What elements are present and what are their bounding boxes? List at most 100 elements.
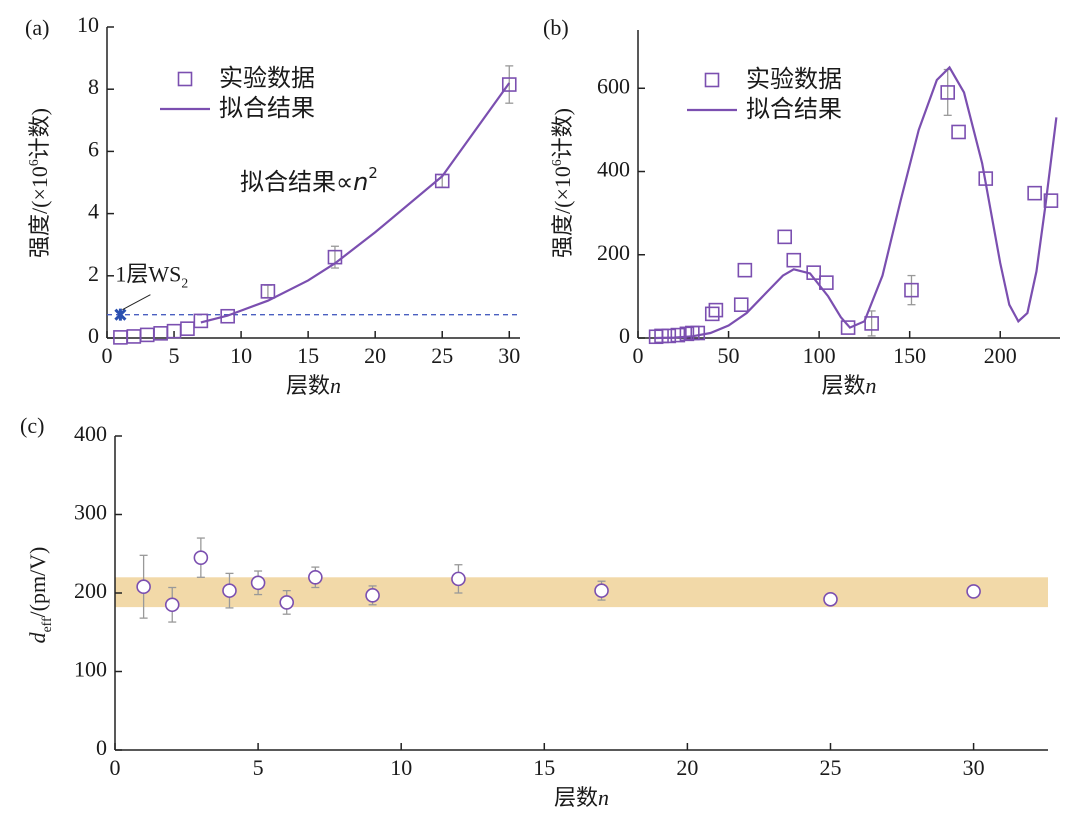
x-tick-label: 10 xyxy=(390,755,412,780)
data-point xyxy=(1043,193,1059,208)
y-axis-label-part: eff xyxy=(39,617,54,632)
x-tick-label: 0 xyxy=(102,343,113,368)
y-tick-label: 0 xyxy=(96,735,107,760)
data-point xyxy=(777,229,793,245)
x-tick-label: 150 xyxy=(893,343,926,368)
x-tick-label: 50 xyxy=(718,343,740,368)
y-tick-label: 0 xyxy=(619,323,630,348)
y-tick-label: 400 xyxy=(597,157,630,182)
fit-line xyxy=(656,65,1058,340)
x-tick-label: 20 xyxy=(364,343,386,368)
data-point xyxy=(136,579,151,595)
data-point xyxy=(708,302,724,318)
fit-label: 拟合结果∝n2 xyxy=(240,164,378,196)
y-axis-label-part: 6 xyxy=(26,159,41,166)
x-axis-label: 层数n xyxy=(821,373,876,398)
data-point xyxy=(670,327,686,343)
y-axis-label-part: 计数) xyxy=(27,108,52,159)
x-axis-label-part: n xyxy=(598,785,609,810)
y-axis-label-part: 计数) xyxy=(550,108,575,159)
x-tick-label: 25 xyxy=(431,343,453,368)
legend-marker xyxy=(704,72,720,88)
legend-label: 实验数据 xyxy=(746,65,842,93)
data-point xyxy=(594,583,609,598)
x-axis-label: 层数n xyxy=(554,785,609,810)
x-tick-label: 100 xyxy=(803,343,836,368)
data-point xyxy=(451,571,466,587)
annotation-marker xyxy=(114,308,127,321)
data-point xyxy=(193,550,209,565)
data-point xyxy=(864,316,879,331)
data-point xyxy=(260,284,276,299)
y-axis-label-part: 强度/(×10 xyxy=(550,166,575,258)
band xyxy=(115,577,1048,608)
x-tick-label: 25 xyxy=(819,755,841,780)
x-tick-label: 10 xyxy=(230,343,252,368)
data-point xyxy=(679,326,695,342)
x-tick-label: 30 xyxy=(963,755,985,780)
fit-label-part: n xyxy=(353,168,368,196)
y-tick-label: 600 xyxy=(597,73,630,98)
y-tick-label: 2 xyxy=(88,261,99,286)
x-tick-label: 15 xyxy=(533,755,555,780)
data-point xyxy=(126,329,142,344)
y-axis-label-part: 6 xyxy=(549,159,564,166)
y-axis-label-part: /(pm/V) xyxy=(25,547,50,618)
x-tick-label: 5 xyxy=(169,343,180,368)
data-point xyxy=(501,77,517,92)
x-tick-label: 0 xyxy=(633,343,644,368)
x-tick-label: 5 xyxy=(253,755,264,780)
data-point xyxy=(222,583,237,598)
legend-label: 实验数据 xyxy=(219,64,315,92)
x-axis-label-part: n xyxy=(866,373,877,398)
data-point xyxy=(250,575,266,591)
fit-line xyxy=(200,82,511,324)
y-tick-label: 0 xyxy=(88,323,99,348)
fit-label-part: 拟合结果∝ xyxy=(240,168,353,196)
y-tick-label: 6 xyxy=(88,136,99,161)
data-point xyxy=(661,328,677,344)
data-point xyxy=(648,329,664,345)
data-point xyxy=(786,252,802,268)
x-axis-label-part: n xyxy=(330,373,341,398)
x-tick-label: 15 xyxy=(297,343,319,368)
legend-label: 拟合结果 xyxy=(219,94,315,122)
data-point xyxy=(737,262,753,278)
annotation-text-part: 2 xyxy=(181,275,188,290)
panel-label: (c) xyxy=(20,413,44,438)
x-axis-label-part: 层数 xyxy=(286,373,330,398)
legend-label: 拟合结果 xyxy=(746,95,842,123)
y-tick-label: 4 xyxy=(88,199,99,224)
y-tick-label: 400 xyxy=(74,421,107,446)
x-tick-label: 20 xyxy=(676,755,698,780)
y-axis-label-part: 强度/(×10 xyxy=(27,166,52,258)
fit-label-part: 2 xyxy=(368,164,377,182)
panel-label: (a) xyxy=(25,15,49,40)
data-point xyxy=(164,597,180,613)
data-point xyxy=(180,321,195,336)
data-point xyxy=(819,275,834,290)
y-tick-label: 10 xyxy=(77,12,99,37)
data-point xyxy=(365,588,380,603)
legend-marker xyxy=(177,71,193,87)
data-point xyxy=(823,591,838,607)
x-axis-label-part: 层数 xyxy=(554,785,598,810)
data-point xyxy=(966,584,981,599)
y-tick-label: 300 xyxy=(74,500,107,525)
y-tick-label: 8 xyxy=(88,74,99,99)
x-axis-label: 层数n xyxy=(286,373,341,398)
data-point xyxy=(951,124,966,140)
y-tick-label: 200 xyxy=(74,578,107,603)
data-point xyxy=(1027,185,1042,201)
error-bar xyxy=(263,284,272,299)
annotation-leader xyxy=(122,294,151,311)
y-axis-label: 强度/(×106计数) xyxy=(26,108,52,258)
error-bar xyxy=(907,274,916,306)
data-point xyxy=(904,282,919,298)
y-axis-label: deff/(pm/V) xyxy=(25,547,54,644)
y-tick-label: 100 xyxy=(74,657,107,682)
x-tick-label: 200 xyxy=(984,343,1017,368)
data-point xyxy=(308,569,323,585)
